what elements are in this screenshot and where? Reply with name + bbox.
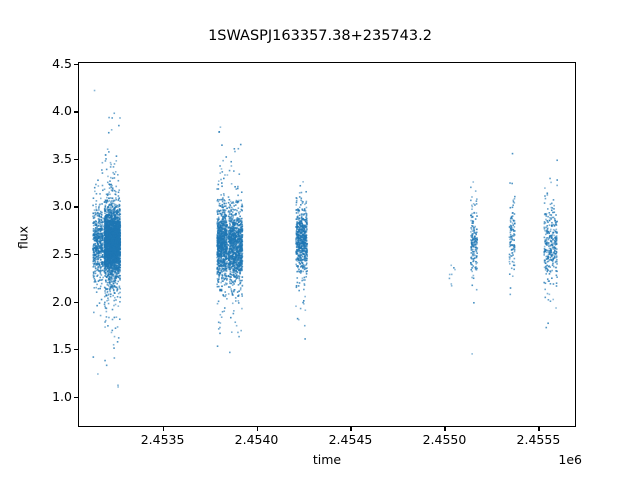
y-tick-mark (74, 301, 78, 303)
y-tick-mark (74, 158, 78, 161)
y-tick-mark (74, 254, 78, 256)
y-tick-mark (74, 63, 78, 65)
y-tick-label: 1.5 (52, 341, 72, 357)
page-title: 1SWASPJ163357.38+235743.2 (208, 28, 432, 44)
y-tick-mark (74, 349, 78, 351)
x-axis-offset-label: 1e6 (558, 452, 582, 467)
y-axis-tick-marks (74, 0, 82, 480)
y-tick-label: 3.0 (52, 198, 72, 214)
x-tick-mark (256, 427, 258, 431)
x-tick-label: 2.4540 (234, 432, 279, 447)
y-axis-tick-labels: 1.0 1.5 2.0 2.5 3.0 3.5 4.0 4.5 (26, 0, 72, 480)
x-tick-label: 2.4550 (422, 432, 467, 447)
x-tick-mark (444, 427, 446, 431)
scatter-plot-canvas (78, 62, 576, 427)
y-tick-mark (74, 111, 78, 113)
y-tick-label: 2.0 (52, 293, 72, 309)
y-tick-mark (74, 206, 78, 208)
y-tick-label: 4.5 (52, 55, 72, 71)
y-tick-mark (74, 396, 78, 398)
x-tick-label: 2.4545 (328, 432, 373, 447)
x-tick-label: 2.4535 (140, 432, 185, 447)
x-tick-mark (162, 427, 164, 431)
x-tick-label: 2.4555 (516, 432, 561, 447)
y-tick-label: 3.5 (52, 150, 72, 166)
y-tick-label: 2.5 (52, 246, 72, 261)
x-axis-label: time (312, 452, 342, 467)
y-tick-label: 1.0 (52, 388, 72, 404)
x-tick-mark (350, 427, 352, 431)
x-tick-mark (538, 427, 540, 431)
y-tick-label: 4.0 (52, 103, 72, 119)
